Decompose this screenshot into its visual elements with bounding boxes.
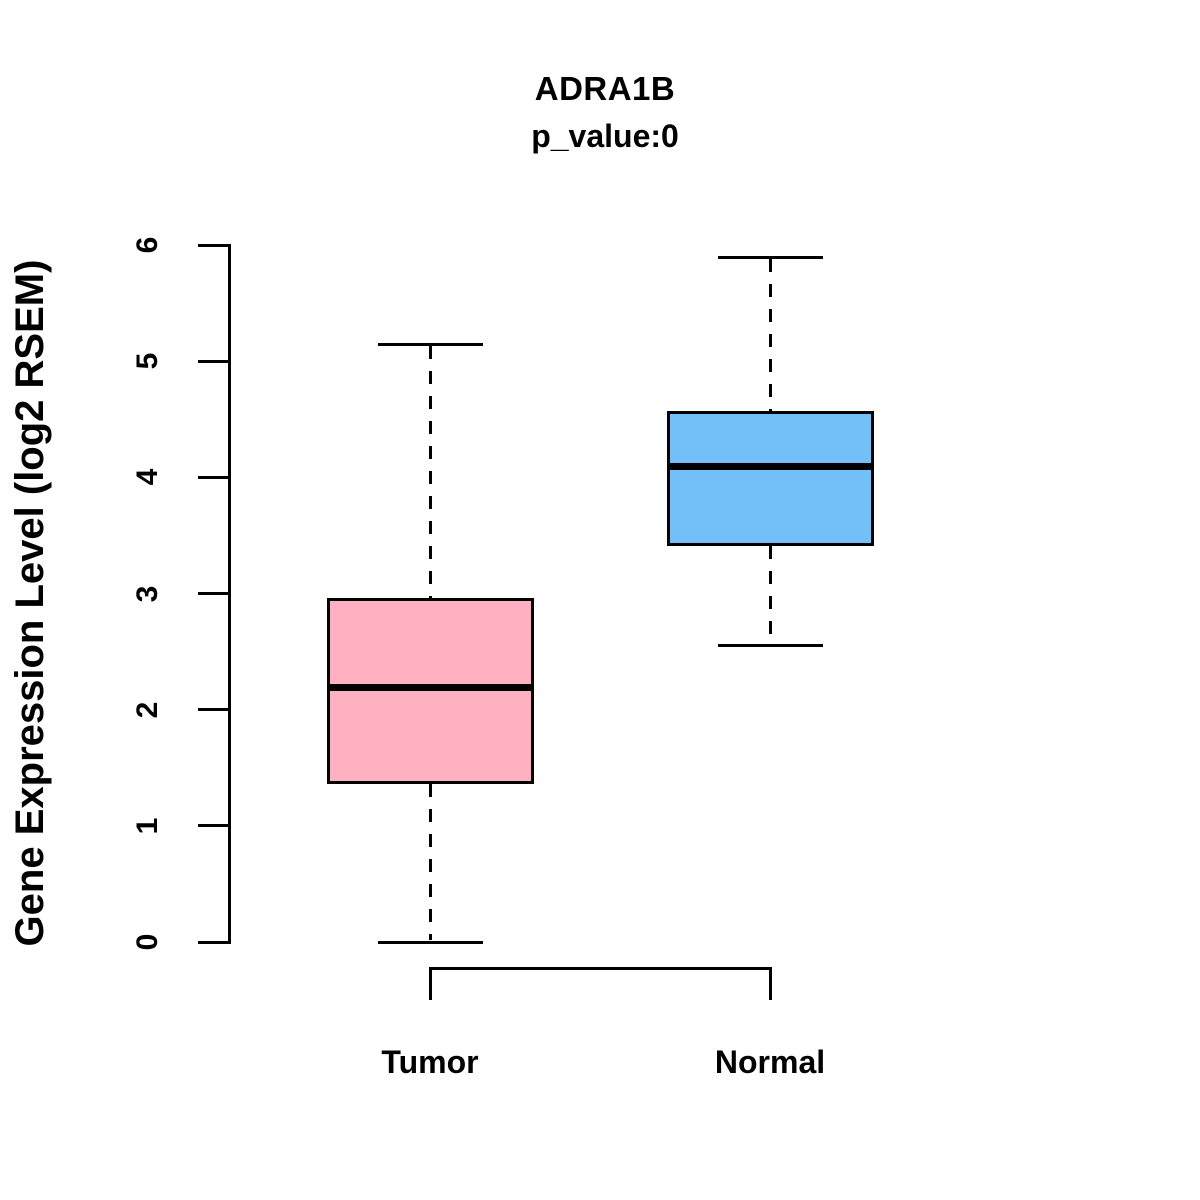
y-tick-label: 3	[131, 585, 164, 602]
y-tick-label: 2	[131, 701, 164, 718]
y-tick-mark	[198, 708, 228, 712]
whisker-cap-max-tumor	[377, 343, 483, 347]
whisker-cap-min-tumor	[377, 940, 483, 944]
box-normal	[666, 410, 874, 547]
y-tick-mark	[198, 475, 228, 479]
lower-whisker-tumor	[428, 784, 432, 941]
whisker-cap-min-normal	[717, 644, 823, 648]
y-tick-label: 5	[131, 352, 164, 370]
whisker-cap-max-normal	[717, 256, 823, 260]
y-tick-label: 1	[131, 817, 164, 835]
upper-whisker-tumor	[428, 346, 432, 598]
category-label-tumor: Tumor	[381, 1044, 479, 1080]
median-line-normal	[666, 463, 874, 471]
chart-subtitle: p_value:0	[531, 118, 679, 154]
y-tick-mark	[198, 243, 228, 247]
chart-title: ADRA1B	[534, 70, 676, 107]
y-tick-label: 4	[131, 468, 164, 486]
category-label-normal: Normal	[714, 1044, 826, 1080]
comparison-bracket-horizontal	[428, 967, 772, 970]
y-tick-mark	[198, 824, 228, 828]
comparison-bracket-left-tick	[428, 967, 432, 1000]
upper-whisker-normal	[768, 259, 772, 411]
y-tick-mark	[198, 359, 228, 363]
lower-whisker-normal	[768, 546, 772, 645]
y-tick-mark	[198, 592, 228, 595]
comparison-bracket-right-tick	[768, 967, 772, 1000]
y-tick-label: 6	[131, 236, 164, 254]
y-tick-mark	[198, 940, 228, 944]
y-tick-label: 0	[131, 933, 164, 951]
median-line-tumor	[326, 684, 534, 692]
y-axis-line	[228, 243, 231, 944]
